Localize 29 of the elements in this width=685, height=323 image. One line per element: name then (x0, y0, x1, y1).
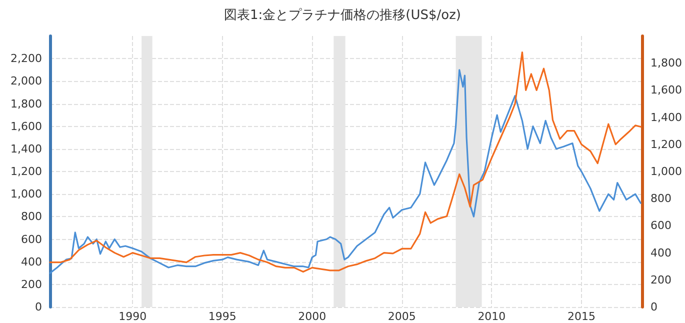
y-tick-label: 200 (21, 278, 42, 291)
x-tick-label: 2015 (567, 310, 596, 323)
y2-tick-label: 800 (650, 192, 672, 206)
y2-tick-label: 200 (650, 273, 672, 286)
x-tick-label: 2000 (298, 310, 326, 323)
y2-tick-label: 400 (650, 246, 672, 260)
y-tick-label: 1,000 (10, 188, 42, 201)
x-tick-label: 1990 (118, 310, 147, 323)
y-tick-label: 2,200 (10, 52, 42, 66)
y-tick-label: 1,200 (10, 165, 42, 178)
y-tick-label: 0 (35, 300, 42, 314)
y2-tick-label: 1,000 (650, 165, 682, 178)
x-tick-label: 2010 (478, 310, 506, 323)
chart-title: 図表1:金とプラチナ価格の推移(US$/oz) (224, 8, 461, 23)
y-tick-label: 1,400 (10, 142, 42, 156)
x-tick-label: 1995 (208, 310, 236, 323)
y-tick-label: 2,000 (10, 74, 42, 88)
y-tick-label: 800 (21, 210, 42, 224)
y2-tick-label: 1,800 (650, 56, 682, 70)
y2-tick-label: 1,600 (650, 84, 682, 97)
y-tick-label: 1,800 (10, 97, 42, 110)
y2-tick-label: 1,200 (650, 138, 682, 151)
y2-tick-label: 0 (650, 300, 658, 314)
x-tick-label: 2005 (388, 310, 416, 323)
y-tick-label: 400 (21, 255, 42, 268)
y2-tick-label: 1,400 (650, 110, 682, 124)
y-tick-label: 1,600 (10, 120, 42, 133)
y2-tick-label: 600 (650, 219, 672, 232)
y-tick-label: 600 (21, 232, 42, 246)
